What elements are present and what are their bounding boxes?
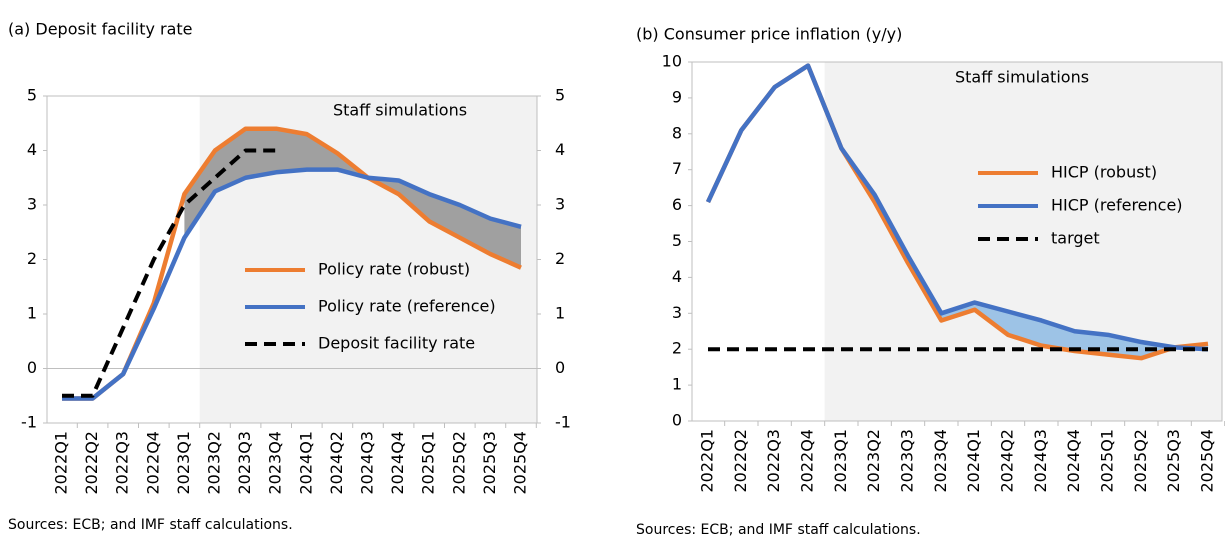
legend-label: HICP (robust): [1051, 163, 1157, 182]
chart-title: (a) Deposit facility rate: [8, 20, 193, 39]
y-tick-label: 3: [672, 303, 682, 322]
y-tick-label: 6: [672, 195, 682, 214]
y-tick-label: 1: [672, 375, 682, 394]
x-tick-label: 2022Q2: [731, 429, 750, 493]
x-tick-label: 2023Q4: [266, 431, 285, 495]
y-tick-label: 0: [27, 358, 37, 377]
x-tick-label: 2025Q1: [1098, 429, 1117, 493]
x-tick-label: 2023Q3: [235, 431, 254, 495]
x-tick-label: 2023Q1: [174, 431, 193, 495]
legend-label: Policy rate (robust): [318, 260, 470, 279]
source-note: Sources: ECB; and IMF staff calculations…: [8, 517, 293, 533]
x-tick-label: 2022Q3: [113, 431, 132, 495]
x-tick-label: 2022Q1: [698, 429, 717, 493]
simulation-region: [824, 62, 1222, 421]
x-tick-label: 2025Q2: [449, 431, 468, 495]
y-tick-label: 4: [672, 267, 682, 286]
y2-tick-label: 4: [555, 140, 565, 159]
y2-tick-label: 0: [555, 358, 565, 377]
x-tick-label: 2022Q1: [52, 431, 71, 495]
x-tick-label: 2024Q3: [358, 431, 377, 495]
x-tick-label: 2023Q4: [931, 429, 950, 493]
x-tick-label: 2025Q1: [419, 431, 438, 495]
source-note: Sources: ECB; and IMF staff calculations…: [636, 522, 921, 538]
x-tick-label: 2022Q4: [143, 431, 162, 495]
annotation: Staff simulations: [955, 68, 1089, 87]
y2-tick-label: 2: [555, 249, 565, 268]
x-tick-label: 2022Q3: [764, 429, 783, 493]
x-tick-label: 2024Q2: [327, 431, 346, 495]
x-tick-label: 2024Q4: [388, 431, 407, 495]
y-tick-label: 5: [672, 231, 682, 250]
y-tick-label: 0: [672, 411, 682, 430]
x-tick-label: 2025Q3: [1164, 429, 1183, 493]
x-tick-label: 2024Q1: [296, 431, 315, 495]
y-tick-label: -1: [21, 413, 37, 432]
y2-tick-label: 5: [555, 86, 565, 105]
spread-area: [184, 128, 521, 268]
x-tick-label: 2025Q3: [480, 431, 499, 495]
x-tick-label: 2023Q3: [898, 429, 917, 493]
x-tick-label: 2025Q4: [511, 431, 530, 495]
x-tick-label: 2024Q4: [1064, 429, 1083, 493]
legend-label: target: [1051, 229, 1100, 248]
series-line: [62, 148, 277, 398]
y-tick-label: 4: [27, 140, 37, 159]
x-tick-label: 2025Q2: [1131, 429, 1150, 493]
legend-label: Policy rate (reference): [318, 297, 496, 316]
x-tick-label: 2024Q1: [964, 429, 983, 493]
y2-tick-label: -1: [555, 413, 571, 432]
y-tick-label: 8: [672, 123, 682, 142]
chart-title: (b) Consumer price inflation (y/y): [636, 25, 902, 44]
x-tick-label: 2023Q2: [864, 429, 883, 493]
x-tick-label: 2024Q3: [1031, 429, 1050, 493]
y-tick-label: 5: [27, 86, 37, 105]
y-tick-label: 2: [672, 339, 682, 358]
x-tick-label: 2024Q2: [998, 429, 1017, 493]
x-tick-label: 2022Q2: [82, 431, 101, 495]
x-tick-label: 2022Q4: [798, 429, 817, 493]
y-tick-label: 9: [672, 87, 682, 106]
series-line: [705, 63, 1209, 352]
y-tick-label: 2: [27, 249, 37, 268]
y2-tick-label: 3: [555, 195, 565, 214]
y2-tick-label: 1: [555, 304, 565, 323]
y-tick-label: 7: [672, 159, 682, 178]
y-tick-label: 3: [27, 195, 37, 214]
legend-label: Deposit facility rate: [318, 334, 475, 353]
annotation: Staff simulations: [333, 101, 467, 120]
x-tick-label: 2023Q2: [205, 431, 224, 495]
y-tick-label: 10: [662, 52, 682, 71]
x-tick-label: 2025Q4: [1198, 429, 1217, 493]
x-tick-label: 2023Q1: [831, 429, 850, 493]
legend-label: HICP (reference): [1051, 196, 1183, 215]
y-tick-label: 1: [27, 304, 37, 323]
series-line: [62, 167, 522, 401]
